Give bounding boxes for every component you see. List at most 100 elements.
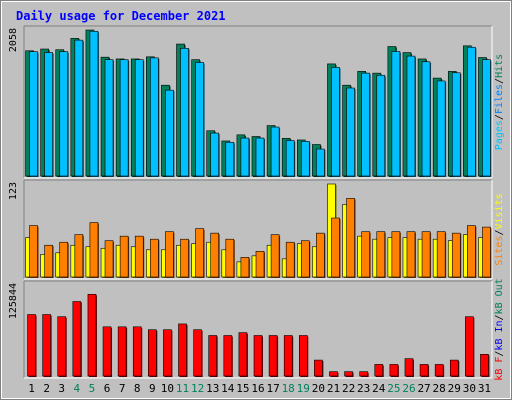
bar-sites-day-24: [376, 231, 386, 278]
series-axis-label-part: /: [494, 114, 505, 120]
bar-sites-day-15: [240, 257, 250, 278]
x-tick-label: 26: [402, 382, 415, 395]
series-axis-label-part: Pages: [494, 120, 505, 150]
bar-sites-day-4: [74, 234, 84, 278]
bar-files-day-18: [285, 140, 295, 177]
bar-kb-f-day-1: [27, 314, 36, 377]
bar-sites-day-29: [451, 232, 461, 278]
series-axis-label-part: Visits: [494, 193, 505, 229]
bar-files-day-30: [467, 46, 476, 177]
x-tick-label: 12: [191, 382, 204, 395]
bar-sites-day-25: [391, 231, 401, 278]
bar-sites-day-11: [180, 238, 189, 278]
bar-sites-day-5: [89, 222, 99, 278]
series-axis-label-part: Files: [494, 84, 505, 114]
bar-sites-day-26: [406, 231, 416, 278]
bar-sites-day-3: [59, 241, 69, 278]
bar-files-day-20: [316, 148, 325, 177]
x-tick-label: 2: [43, 382, 50, 395]
bar-kb-f-day-4: [72, 301, 82, 377]
bar-sites-day-2: [44, 244, 53, 278]
bar-kb-f-day-29: [449, 359, 459, 377]
bar-kb-f-day-17: [268, 335, 278, 377]
bar-kb-f-day-30: [465, 316, 474, 377]
bar-kb-f-day-28: [434, 364, 444, 377]
x-tick-label: 27: [417, 382, 430, 395]
bar-sites-day-1: [29, 225, 38, 278]
x-tick-label: 24: [372, 382, 386, 395]
x-tick-label: 8: [134, 382, 141, 395]
bar-files-day-22: [346, 87, 355, 177]
x-tick-label: 17: [266, 382, 279, 395]
bar-files-day-5: [89, 30, 99, 177]
x-tick-label: 16: [251, 382, 264, 395]
x-tick-label: 9: [149, 382, 156, 395]
bar-sites-day-28: [436, 231, 446, 278]
bar-kb-f-day-3: [57, 316, 67, 377]
series-axis-label-part: Sites: [494, 236, 505, 266]
bar-files-day-23: [361, 72, 370, 177]
bar-sites-day-12: [195, 228, 204, 278]
series-axis-label-part: Hits: [494, 54, 505, 78]
chart-panels: 2058Pages/Files/Hits123Sites/Visits12584…: [8, 25, 505, 381]
bar-files-day-16: [255, 137, 265, 177]
bar-kb-f-day-20: [314, 359, 323, 377]
series-axis-label-part: kB In: [494, 320, 505, 350]
bar-files-day-25: [391, 51, 401, 177]
bar-sites-day-6: [104, 240, 114, 278]
bar-files-day-3: [59, 51, 69, 177]
bar-files-day-2: [44, 52, 53, 177]
panel-mid: 123 Sites/Visits: [8, 179, 505, 280]
bar-files-day-6: [104, 59, 114, 177]
bar-kb-f-day-31: [480, 354, 489, 377]
series-axis-label: Sites/Visits: [494, 193, 505, 265]
bar-kb-f-day-22: [344, 371, 353, 377]
bar-sites-day-20: [316, 232, 325, 278]
bar-files-day-28: [436, 80, 446, 177]
outer-highlight: [1, 1, 511, 399]
series-axis-label-part: kB F: [494, 357, 505, 381]
bar-files-day-19: [300, 141, 310, 177]
x-tick-label: 20: [312, 382, 325, 395]
x-tick-label: 15: [236, 382, 249, 395]
chart-title: Daily usage for December 2021: [16, 9, 226, 23]
bar-files-day-10: [165, 89, 174, 177]
x-axis-labels: 1 2 3 4 5 6 7 8 9 10 11 12 13 14 15 16 17 18 19 20 21 22 23 24 2…: [28, 382, 491, 395]
bar-kb-f-day-27: [419, 364, 429, 377]
bar-sites-day-27: [421, 231, 431, 278]
bar-files-day-14: [225, 142, 235, 177]
bar-sites-day-16: [255, 250, 265, 278]
bar-sites-day-30: [467, 225, 476, 278]
bar-files-day-12: [195, 62, 204, 177]
y-max-label: 2058: [8, 28, 19, 52]
bar-kb-f-day-26: [404, 358, 414, 377]
bar-kb-f-day-6: [102, 326, 112, 377]
bar-files-day-13: [210, 132, 220, 177]
bar-kb-f-day-16: [253, 335, 263, 377]
bar-sites-day-18: [285, 241, 295, 278]
series-axis-label: Pages/Files/Hits: [494, 54, 505, 150]
x-tick-label: 4: [74, 382, 81, 395]
x-tick-label: 10: [161, 382, 174, 395]
bar-kb-f-day-11: [178, 323, 187, 377]
series-sites: [29, 198, 492, 278]
bar-files-day-1: [29, 51, 38, 177]
bar-files-day-21: [331, 67, 340, 177]
x-tick-label: 30: [463, 382, 476, 395]
y-max-label: 125844: [8, 283, 19, 319]
y-max-label: 123: [8, 182, 19, 200]
bar-sites-day-8: [134, 235, 144, 278]
x-tick-label: 7: [119, 382, 126, 395]
bar-kb-f-day-25: [389, 364, 399, 377]
bar-kb-f-day-23: [359, 371, 368, 377]
bar-kb-f-day-9: [148, 329, 157, 377]
bar-files-day-26: [406, 55, 416, 177]
bar-files-day-9: [150, 57, 159, 177]
bar-files-day-29: [451, 72, 461, 177]
bar-kb-f-day-21: [329, 371, 338, 377]
bar-files-day-27: [421, 61, 431, 177]
bar-files-day-4: [74, 39, 84, 177]
